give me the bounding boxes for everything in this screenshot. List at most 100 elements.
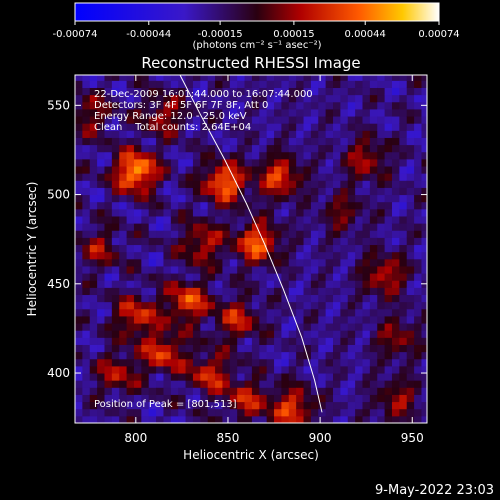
heatmap-cell <box>237 151 246 160</box>
heatmap-cell <box>82 294 91 303</box>
heatmap-cell <box>251 151 260 160</box>
heatmap-cell <box>104 108 113 117</box>
heatmap-cell <box>244 230 253 238</box>
heatmap-cell <box>163 301 172 310</box>
heatmap-cell <box>355 373 363 381</box>
heatmap-cell <box>126 237 135 246</box>
heatmap-cell <box>192 337 201 345</box>
heatmap-cell <box>369 87 378 96</box>
heatmap-cell <box>141 75 150 81</box>
heatmap-cell <box>325 173 334 181</box>
heatmap-cell <box>391 201 400 210</box>
heatmap-cell <box>119 251 128 260</box>
heatmap-cell <box>296 173 305 181</box>
heatmap-cell <box>111 230 120 238</box>
heatmap-cell <box>333 373 341 381</box>
heatmap-cell <box>355 230 363 238</box>
heatmap-cell <box>296 408 305 417</box>
heatmap-cell <box>406 301 415 310</box>
heatmap-cell <box>325 180 334 188</box>
heatmap-cell <box>406 365 415 374</box>
heatmap-cell <box>274 123 282 131</box>
heatmap-cell <box>229 201 238 210</box>
heatmap-cell <box>266 351 275 360</box>
heatmap-cell <box>97 394 105 403</box>
heatmap-cell <box>281 215 290 224</box>
heatmap-cell <box>126 187 135 196</box>
heatmap-cell <box>133 308 142 317</box>
heatmap-cell <box>303 108 312 117</box>
heatmap-cell <box>207 415 216 423</box>
heatmap-cell <box>192 351 201 360</box>
heatmap-cell <box>104 351 113 360</box>
heatmap-cell <box>82 373 91 381</box>
heatmap-cell <box>156 194 164 203</box>
heatmap-cell <box>89 315 98 324</box>
heatmap-cell <box>281 315 290 324</box>
heatmap-cell <box>251 166 260 174</box>
heatmap-cell <box>237 158 246 167</box>
heatmap-cell <box>318 308 327 317</box>
heatmap-cell <box>97 87 105 96</box>
heatmap-cell <box>355 244 363 253</box>
heatmap-cell <box>97 380 105 388</box>
heatmap-cell <box>325 380 334 388</box>
heatmap-cell <box>325 258 334 267</box>
heatmap-cell <box>377 223 386 231</box>
heatmap-cell <box>251 215 260 224</box>
heatmap-cell <box>369 358 378 367</box>
heatmap-cell <box>399 251 408 260</box>
heatmap-cell <box>185 365 194 374</box>
heatmap-cell <box>75 273 83 281</box>
heatmap-cell <box>340 251 349 260</box>
heatmap-cell <box>310 337 319 345</box>
heatmap-cell <box>178 151 187 160</box>
heatmap-cell <box>310 258 319 267</box>
heatmap-cell <box>414 94 422 103</box>
heatmap-cell <box>340 144 349 153</box>
heatmap-cell <box>251 365 260 374</box>
heatmap-cell <box>119 323 128 331</box>
heatmap-cell <box>104 365 113 374</box>
heatmap-cell <box>310 273 319 281</box>
heatmap-cell <box>347 123 356 131</box>
heatmap-cell <box>229 180 238 188</box>
heatmap-cell <box>251 244 260 253</box>
heatmap-cell <box>384 330 393 338</box>
heatmap-cell <box>200 401 209 410</box>
heatmap-cell <box>104 201 113 210</box>
heatmap-cell <box>133 173 142 181</box>
heatmap-cell <box>355 258 363 267</box>
heatmap-cell <box>406 330 415 338</box>
heatmap-cell <box>362 194 371 203</box>
heatmap-cell <box>281 401 290 410</box>
heatmap-cell <box>200 116 209 124</box>
heatmap-cell <box>333 323 341 331</box>
heatmap-cell <box>303 294 312 303</box>
heatmap-cell <box>377 415 386 423</box>
heatmap-cell <box>384 123 393 131</box>
heatmap-cell <box>310 158 319 167</box>
heatmap-cell <box>318 237 327 246</box>
heatmap-cell <box>377 158 386 167</box>
heatmap-cell <box>259 394 268 403</box>
heatmap-cell <box>296 87 305 96</box>
heatmap-cell <box>126 401 135 410</box>
heatmap-cell <box>369 230 378 238</box>
heatmap-cell <box>104 408 113 417</box>
heatmap-cell <box>237 208 246 217</box>
heatmap-cell <box>274 380 282 388</box>
y-tick-label: 450 <box>47 277 70 291</box>
heatmap-cell <box>399 280 408 288</box>
heatmap-cell <box>97 80 105 88</box>
heatmap-cell <box>215 330 223 338</box>
heatmap-cell <box>244 123 253 131</box>
heatmap-cell <box>89 87 98 96</box>
heatmap-cell <box>111 280 120 288</box>
heatmap-cell <box>318 230 327 238</box>
heatmap-cell <box>266 87 275 96</box>
heatmap-cell <box>384 101 393 110</box>
heatmap-cell <box>237 408 246 417</box>
heatmap-cell <box>325 158 334 167</box>
heatmap-cell <box>148 315 157 324</box>
